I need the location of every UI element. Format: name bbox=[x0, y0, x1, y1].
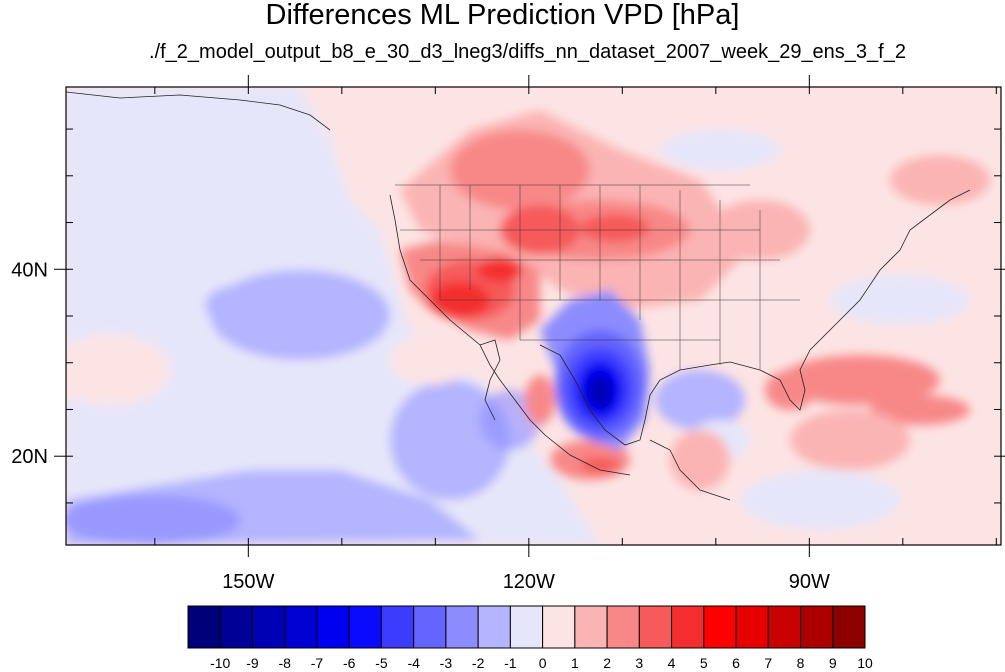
colorbar-label: 10 bbox=[857, 655, 873, 671]
colorbar-swatch bbox=[735, 605, 769, 649]
colorbar-label: 8 bbox=[797, 655, 805, 671]
coastlines bbox=[66, 91, 971, 501]
colorbar-swatch bbox=[542, 605, 576, 649]
colorbar-label: -1 bbox=[504, 655, 517, 671]
colorbar-swatch bbox=[638, 605, 673, 649]
colorbar-label: -8 bbox=[278, 655, 291, 671]
colorbar-swatch bbox=[219, 605, 253, 649]
colorbar-label: 6 bbox=[732, 655, 740, 671]
colorbar-swatch bbox=[832, 605, 866, 649]
colorbar-swatch bbox=[251, 605, 286, 649]
colorbar-label: -2 bbox=[472, 655, 485, 671]
x-tick-label: 90W bbox=[789, 571, 830, 593]
colorbar-label: 2 bbox=[603, 655, 611, 671]
field-shading bbox=[66, 87, 990, 545]
colorbar-swatch bbox=[477, 605, 511, 649]
y-tick-label: 20N bbox=[11, 446, 48, 468]
x-tick-label: 120W bbox=[503, 571, 555, 593]
colorbar-swatch bbox=[413, 605, 447, 649]
colorbar-label: -10 bbox=[210, 655, 230, 671]
colorbar-swatch bbox=[187, 605, 221, 649]
colorbar-label: 1 bbox=[571, 655, 579, 671]
colorbar-label: 5 bbox=[700, 655, 708, 671]
chart-title: Differences ML Prediction VPD [hPa] bbox=[265, 0, 740, 31]
colorbar-label: 7 bbox=[764, 655, 772, 671]
colorbar-swatch bbox=[671, 605, 705, 649]
map-field bbox=[66, 87, 1001, 545]
colorbar-swatch bbox=[445, 605, 479, 649]
y-tick-label: 40N bbox=[11, 259, 48, 281]
x-tick-label: 150W bbox=[222, 571, 274, 593]
colorbar-swatch bbox=[574, 605, 608, 649]
colorbar-swatch bbox=[284, 605, 318, 649]
colorbar-label: -7 bbox=[311, 655, 324, 671]
map-axes: 150W 120W 90W 20N 40N bbox=[11, 75, 1005, 593]
colorbar-swatch bbox=[380, 605, 415, 649]
colorbar-label: 4 bbox=[668, 655, 676, 671]
colorbar: -10 -9 -8 -7 -6 -5 -4 -3 -2 -1 0 1 2 3 4 5 6 7 8 9 10 bbox=[187, 605, 873, 671]
colorbar-label: -4 bbox=[407, 655, 420, 671]
colorbar-label: -5 bbox=[375, 655, 388, 671]
colorbar-swatch bbox=[767, 605, 802, 649]
chart-subtitle: ./f_2_model_output_b8_e_30_d3_lneg3/diff… bbox=[149, 41, 906, 63]
colorbar-swatch bbox=[800, 605, 834, 649]
colorbar-label: 3 bbox=[635, 655, 643, 671]
state-borders bbox=[395, 184, 800, 370]
colorbar-label: 9 bbox=[829, 655, 837, 671]
colorbar-label: -9 bbox=[246, 655, 259, 671]
colorbar-swatch bbox=[703, 605, 737, 649]
colorbar-swatch bbox=[348, 605, 382, 649]
colorbar-swatch bbox=[509, 605, 544, 649]
colorbar-swatch bbox=[606, 605, 640, 649]
colorbar-label: -6 bbox=[343, 655, 356, 671]
colorbar-label: 0 bbox=[539, 655, 547, 671]
colorbar-label: -3 bbox=[440, 655, 453, 671]
colorbar-swatch bbox=[316, 605, 350, 649]
